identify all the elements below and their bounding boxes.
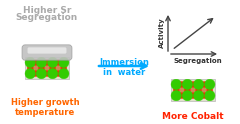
Circle shape: [47, 68, 58, 79]
Circle shape: [47, 57, 58, 68]
Circle shape: [59, 68, 69, 79]
Circle shape: [204, 79, 215, 90]
Bar: [171, 79, 215, 101]
Circle shape: [179, 81, 185, 87]
Circle shape: [184, 87, 190, 93]
Text: Higher Sr: Higher Sr: [23, 6, 71, 15]
Circle shape: [44, 59, 50, 65]
Text: More Cobalt: More Cobalt: [162, 112, 224, 121]
Circle shape: [201, 81, 207, 87]
Circle shape: [36, 68, 47, 79]
Circle shape: [38, 65, 44, 71]
Circle shape: [43, 64, 51, 72]
Circle shape: [190, 81, 196, 87]
Circle shape: [55, 71, 61, 77]
Circle shape: [61, 65, 67, 71]
Circle shape: [173, 87, 179, 93]
Circle shape: [207, 87, 213, 93]
FancyBboxPatch shape: [28, 47, 66, 54]
Circle shape: [179, 93, 185, 99]
Circle shape: [204, 90, 215, 101]
Circle shape: [200, 86, 208, 94]
Bar: [25, 57, 69, 79]
Circle shape: [25, 57, 36, 68]
Circle shape: [171, 90, 181, 101]
Circle shape: [171, 79, 181, 90]
Text: Activity: Activity: [159, 18, 165, 48]
Circle shape: [193, 79, 204, 90]
Text: Segregation: Segregation: [174, 58, 222, 64]
Circle shape: [59, 57, 69, 68]
FancyBboxPatch shape: [22, 45, 72, 60]
Circle shape: [27, 65, 33, 71]
Circle shape: [182, 79, 193, 90]
Circle shape: [190, 93, 196, 99]
Circle shape: [178, 86, 186, 94]
Circle shape: [201, 93, 207, 99]
Circle shape: [189, 86, 197, 94]
Circle shape: [54, 64, 62, 72]
Circle shape: [182, 90, 193, 101]
Circle shape: [33, 71, 39, 77]
Circle shape: [44, 71, 50, 77]
Text: Segregation: Segregation: [16, 13, 78, 22]
Circle shape: [32, 64, 40, 72]
Circle shape: [193, 90, 204, 101]
Text: Higher growth
temperature: Higher growth temperature: [11, 98, 79, 117]
Circle shape: [196, 87, 202, 93]
Circle shape: [55, 59, 61, 65]
Circle shape: [33, 59, 39, 65]
Text: Immersion
in  water: Immersion in water: [99, 58, 149, 77]
Circle shape: [25, 68, 36, 79]
Circle shape: [36, 57, 47, 68]
Circle shape: [50, 65, 56, 71]
